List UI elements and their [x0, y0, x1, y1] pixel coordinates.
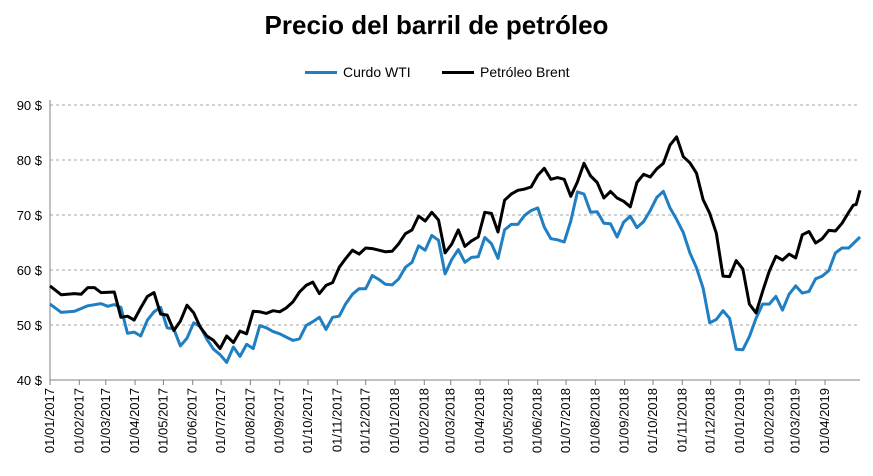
x-tick-label: 01/10/2017: [300, 388, 315, 453]
x-tick-label: 01/05/2018: [500, 388, 515, 453]
x-tick-label: 01/12/2017: [358, 388, 373, 453]
series-line-brent: [49, 135, 862, 351]
legend-swatch: [442, 70, 474, 74]
legend-item: Curdo WTI: [305, 62, 411, 82]
y-tick-label: 40 $: [17, 373, 43, 388]
x-tick-label: 01/01/2019: [732, 388, 747, 453]
x-tick-label: 01/05/2017: [155, 388, 170, 453]
legend-label: Petróleo Brent: [480, 64, 570, 80]
x-tick-label: 01/02/2019: [761, 388, 776, 453]
x-tick-label: 01/06/2018: [530, 388, 545, 453]
y-tick-label: 90 $: [17, 98, 43, 113]
y-tick-label: 60 $: [17, 263, 43, 278]
x-tick-label: 01/09/2017: [272, 388, 287, 453]
x-tick-label: 01/01/2017: [42, 388, 57, 453]
x-tick-label: 01/04/2017: [127, 388, 142, 453]
x-tick-label: 01/07/2018: [558, 388, 573, 453]
x-tick-label: 01/06/2017: [185, 388, 200, 453]
x-tick-label: 01/09/2018: [617, 388, 632, 453]
x-tick-label: 01/04/2018: [472, 388, 487, 453]
x-tick-label: 01/01/2018: [387, 388, 402, 453]
x-tick-label: 01/04/2019: [817, 388, 832, 453]
x-tick-label: 01/08/2017: [242, 388, 257, 453]
legend-swatch: [305, 70, 337, 74]
legend-label: Curdo WTI: [343, 64, 411, 80]
x-tick-label: 01/07/2017: [213, 388, 228, 453]
x-tick-label: 01/11/2017: [329, 388, 344, 452]
x-tick-label: 01/02/2018: [416, 388, 431, 453]
x-tick-label: 01/12/2018: [703, 388, 718, 453]
y-tick-label: 80 $: [17, 153, 43, 168]
x-tick-label: 01/03/2017: [98, 388, 113, 453]
x-tick-label: 01/03/2018: [443, 388, 458, 453]
x-tick-label: 01/02/2017: [71, 388, 86, 453]
y-tick-label: 70 $: [17, 208, 43, 223]
series-line-wti: [49, 189, 862, 364]
x-tick-label: 01/03/2019: [788, 388, 803, 453]
y-tick-label: 50 $: [17, 318, 43, 333]
legend: Curdo WTI Petróleo Brent: [0, 62, 873, 82]
x-tick-label: 01/10/2018: [645, 388, 660, 453]
x-tick-label: 01/08/2018: [587, 388, 602, 453]
legend-item: Petróleo Brent: [442, 62, 570, 82]
x-tick-label: 01/11/2018: [674, 388, 689, 452]
chart-title: Precio del barril de petróleo: [264, 10, 609, 40]
